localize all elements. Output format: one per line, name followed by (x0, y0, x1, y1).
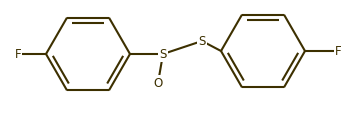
Text: S: S (198, 35, 206, 48)
Text: O: O (153, 77, 162, 90)
Text: S: S (159, 48, 167, 61)
Text: F: F (335, 45, 341, 58)
Text: F: F (15, 48, 21, 61)
